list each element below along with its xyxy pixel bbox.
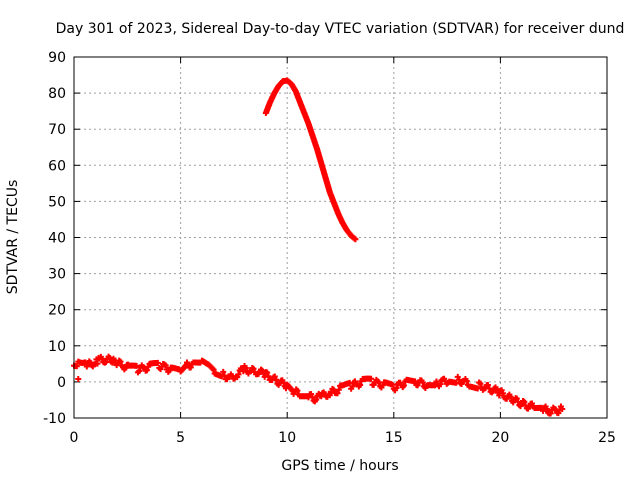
data-point-low-band <box>547 410 554 417</box>
data-point-low-band <box>187 364 194 371</box>
data-point-low-band <box>99 355 106 362</box>
y-tick-label: -10 <box>43 411 66 427</box>
x-axis-label: GPS time / hours <box>281 458 398 474</box>
y-tick-label: 70 <box>48 122 66 138</box>
data-point-low-band <box>308 391 315 398</box>
data-point-low-band <box>513 395 520 402</box>
data-point-low-band <box>393 384 400 391</box>
data-point-low-band <box>220 368 227 375</box>
data-point-low-band <box>309 394 316 401</box>
data-point-low-band <box>433 378 440 385</box>
data-marks <box>71 77 566 417</box>
data-point-low-band <box>154 359 161 366</box>
x-tick-label: 25 <box>598 430 616 446</box>
y-tick-label: 80 <box>48 86 66 102</box>
data-point-low-band <box>326 392 333 399</box>
data-point-low-band <box>335 386 342 393</box>
data-point-low-band <box>559 405 566 412</box>
data-point-low-band <box>498 387 505 394</box>
data-point-low-band <box>273 376 280 383</box>
data-point-low-band <box>280 379 287 386</box>
data-point-low-band <box>349 383 356 390</box>
data-point-low-band <box>412 378 419 385</box>
y-tick-label: 30 <box>48 267 66 283</box>
data-point-low-band <box>521 398 528 405</box>
y-tick-label: 0 <box>57 375 66 391</box>
data-point-low-band <box>463 378 470 385</box>
data-point-low-band <box>555 410 562 417</box>
plot-border <box>73 56 608 419</box>
data-point-low-band <box>73 363 80 370</box>
data-point-low-band <box>528 400 535 407</box>
y-tick-label: 50 <box>48 194 66 210</box>
chart-title: Day 301 of 2023, Sidereal Day-to-day VTE… <box>56 21 625 37</box>
y-tick-label: 20 <box>48 303 66 319</box>
data-point-low-band <box>437 381 444 388</box>
data-point-low-band <box>242 365 249 372</box>
x-tick-label: 5 <box>176 430 185 446</box>
y-tick-label: 40 <box>48 231 66 247</box>
data-point-low-band <box>496 392 503 399</box>
data-point-low-band <box>143 367 150 374</box>
data-point-low-band <box>133 362 140 369</box>
x-tick-label: 15 <box>385 430 403 446</box>
data-point-low-band <box>330 386 337 393</box>
data-point-low-band <box>507 393 514 400</box>
data-point-low-band <box>485 382 492 389</box>
data-point-low-band <box>117 358 124 365</box>
data-point-isolated-point <box>75 376 82 383</box>
data-point-low-band <box>210 366 217 373</box>
x-tick-label: 20 <box>491 430 509 446</box>
data-point-low-band <box>271 373 278 380</box>
x-tick-label: 0 <box>70 430 79 446</box>
data-point-low-band <box>419 379 426 386</box>
data-point-low-band <box>543 405 550 412</box>
x-tick-label: 10 <box>278 430 296 446</box>
data-point-low-band <box>357 381 364 388</box>
data-point-low-band <box>368 375 375 382</box>
data-point-low-band <box>259 367 266 374</box>
data-point-low-band <box>375 379 382 386</box>
data-point-low-band <box>250 365 257 372</box>
data-point-low-band <box>499 390 506 397</box>
data-point-low-band <box>136 368 143 375</box>
data-point-low-band <box>540 407 547 414</box>
data-point-low-band <box>477 380 484 387</box>
data-point-satellite-arc-high <box>352 236 359 243</box>
data-point-low-band <box>313 396 320 403</box>
data-point-low-band <box>474 385 481 392</box>
data-point-low-band <box>456 376 463 383</box>
data-point-low-band <box>102 359 109 366</box>
grid-lines <box>74 57 607 418</box>
data-point-low-band <box>94 360 101 367</box>
data-point-low-band <box>264 369 271 376</box>
y-tick-label: 10 <box>48 339 66 355</box>
data-point-low-band <box>401 382 408 389</box>
y-tick-label: 60 <box>48 158 66 174</box>
data-point-low-band <box>235 371 242 378</box>
data-point-low-band <box>265 373 272 380</box>
data-point-low-band <box>334 390 341 397</box>
data-point-low-band <box>294 387 301 394</box>
data-point-low-band <box>162 362 169 369</box>
y-tick-label: 90 <box>48 50 66 66</box>
data-point-low-band <box>493 386 500 393</box>
data-point-low-band <box>389 381 396 388</box>
data-point-low-band <box>83 363 90 370</box>
y-axis-label: SDTVAR / TECUs <box>5 180 21 295</box>
